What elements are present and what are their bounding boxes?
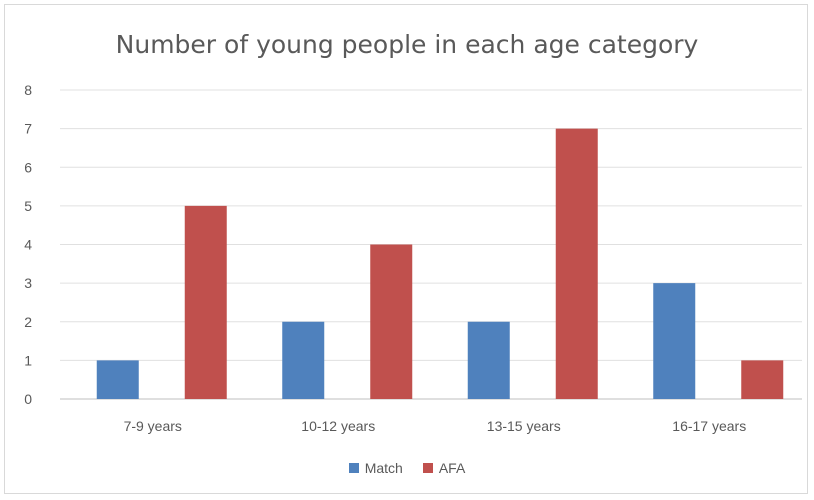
bar-afa-0 (184, 205, 227, 399)
legend-swatch-afa (422, 463, 433, 473)
y-tick-label: 4 (24, 237, 32, 253)
legend-swatch-match (348, 463, 359, 473)
bar-match-3 (653, 283, 696, 399)
y-tick-label: 6 (24, 159, 32, 175)
x-tick-label: 16-17 years (672, 418, 746, 434)
y-tick-label: 2 (24, 314, 32, 330)
y-tick-label: 5 (24, 198, 32, 214)
y-tick-label: 8 (24, 82, 32, 98)
chart-title: Number of young people in each age categ… (115, 30, 699, 59)
y-tick-label: 0 (24, 391, 32, 407)
y-tick-label: 3 (24, 275, 32, 291)
legend-item-match: Match (348, 460, 403, 476)
x-tick-label: 10-12 years (301, 418, 375, 434)
bar-match-2 (467, 321, 510, 399)
bar-afa-1 (370, 244, 413, 399)
x-tick-label: 13-15 years (487, 418, 561, 434)
x-tick-label: 7-9 years (124, 418, 182, 434)
bar-afa-3 (741, 360, 784, 399)
legend-item-afa: AFA (422, 460, 466, 476)
legend: Match AFA (0, 460, 814, 476)
y-tick-label: 1 (24, 352, 32, 368)
legend-label-match: Match (364, 460, 403, 476)
bar-match-1 (282, 321, 325, 399)
bar-match-0 (96, 360, 139, 399)
y-tick-label: 7 (24, 121, 32, 137)
legend-label-afa: AFA (438, 460, 466, 476)
bar-afa-2 (555, 128, 598, 399)
